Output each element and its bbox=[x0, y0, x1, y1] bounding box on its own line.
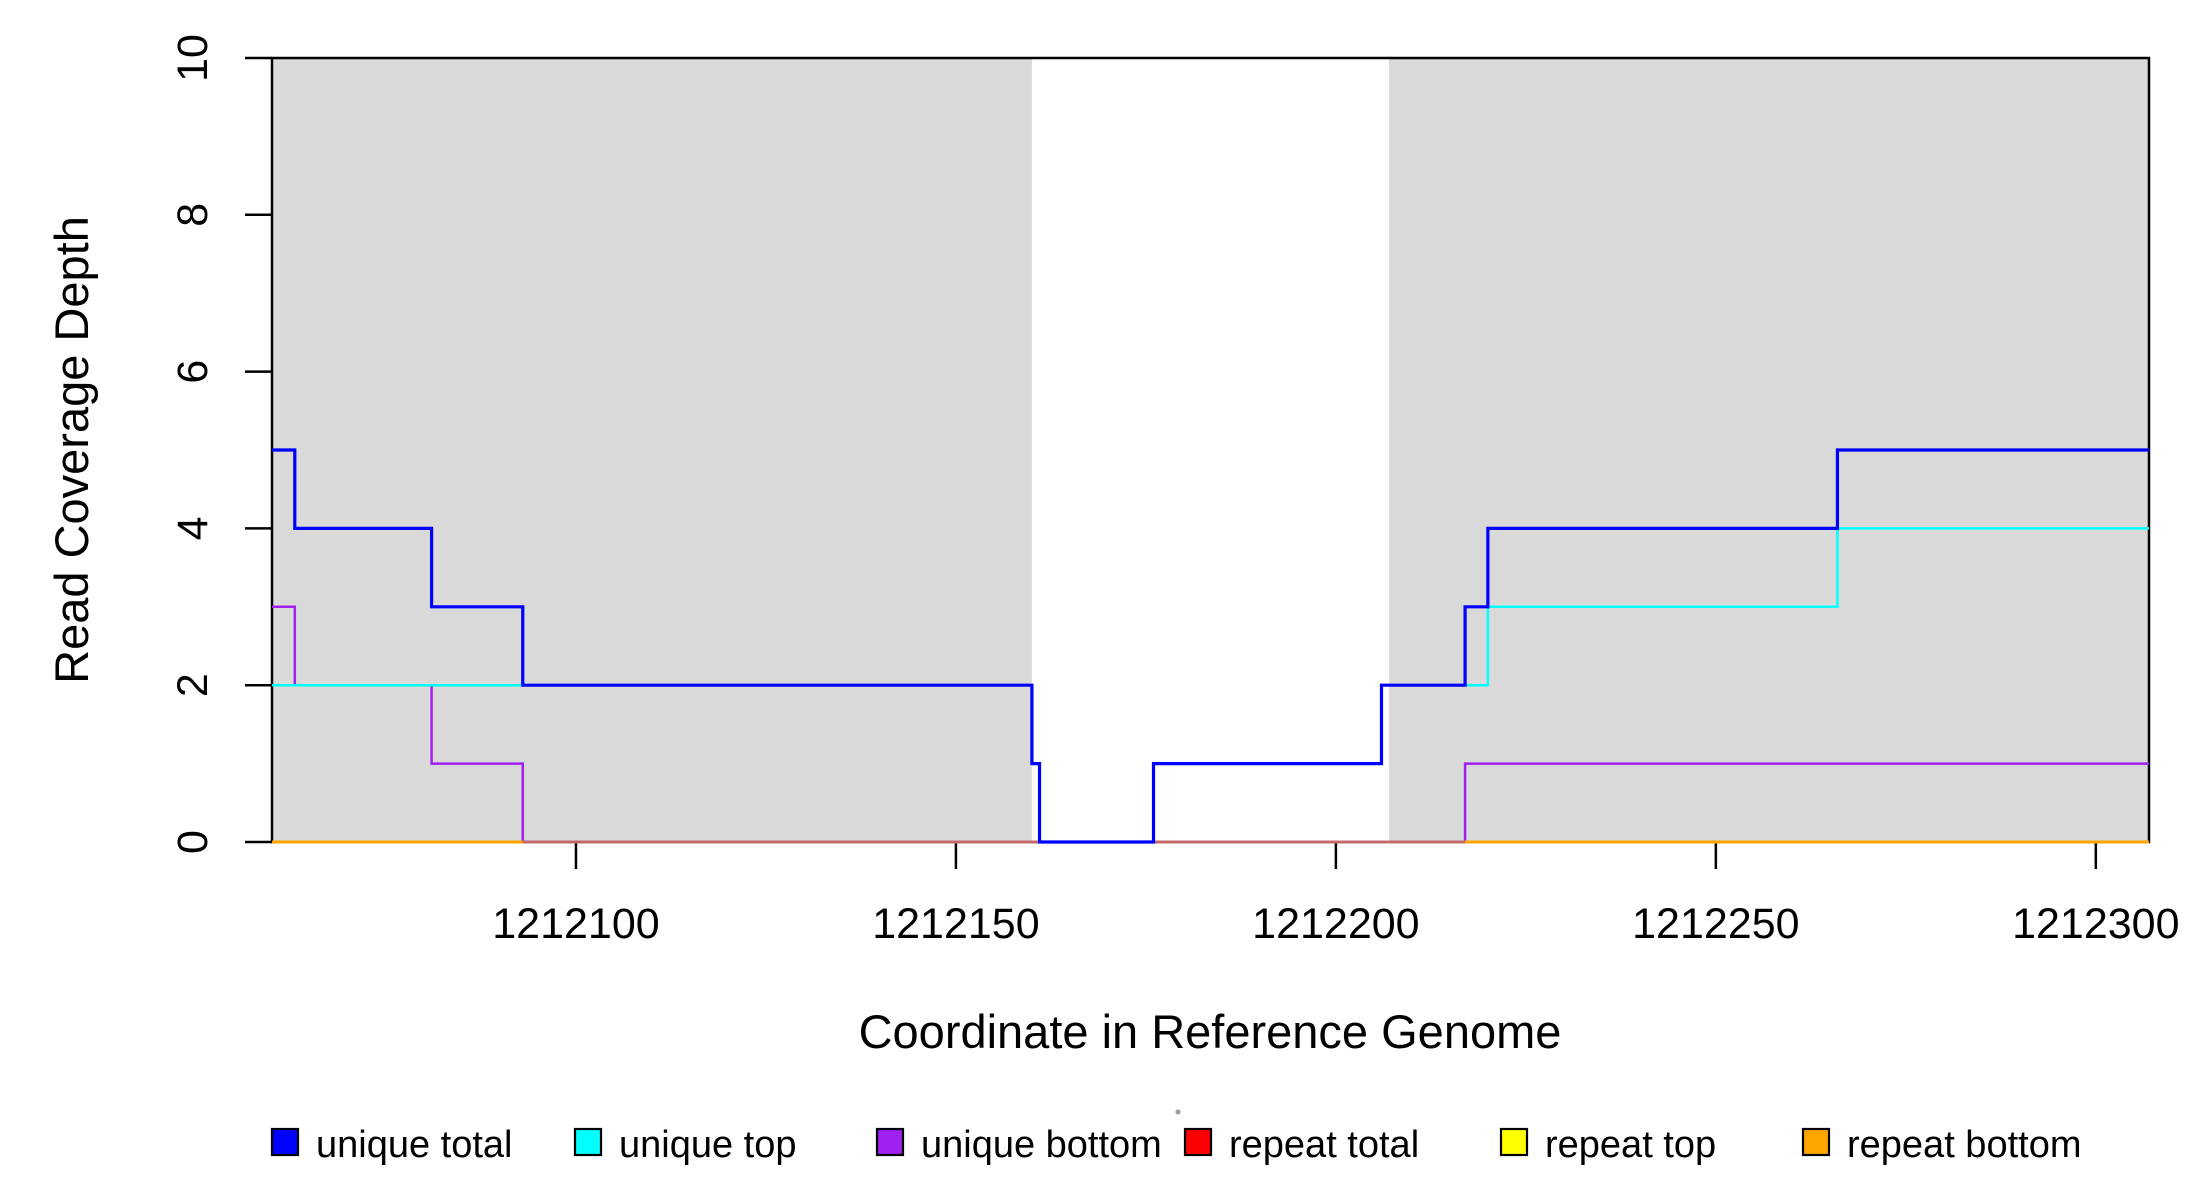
legend-swatch-repeat-top bbox=[1499, 1127, 1529, 1157]
series-line-unique-total bbox=[272, 448, 2149, 844]
x-tick-label: 1212300 bbox=[2012, 900, 2179, 948]
legend-swatch-unique-top bbox=[573, 1127, 603, 1157]
x-tick-label: 1212150 bbox=[872, 900, 1039, 948]
legend-swatch-unique-bottom bbox=[875, 1127, 905, 1157]
series-line-unique-bottom bbox=[272, 605, 2149, 844]
legend-label-repeat-total: repeat total bbox=[1229, 1124, 1419, 1166]
repeat-region-band bbox=[272, 58, 1032, 842]
x-axis-title: Coordinate in Reference Genome bbox=[859, 1005, 1562, 1058]
legend-label-unique-top: unique top bbox=[619, 1124, 797, 1166]
chart-root: 1212100 1212150 1212200 1212250 1212300 0 2 4 6 8… bbox=[169, 34, 2180, 1166]
x-tick-label: 1212250 bbox=[1632, 900, 1799, 948]
y-tick-label: 10 bbox=[169, 34, 217, 82]
legend-label-unique-bottom: unique bottom bbox=[921, 1124, 1162, 1166]
x-tick-label: 1212200 bbox=[1252, 900, 1419, 948]
x-tick-label: 1212100 bbox=[492, 900, 659, 948]
y-tick-label: 8 bbox=[169, 203, 217, 227]
stray-dot bbox=[1175, 1109, 1181, 1115]
legend-label-repeat-top: repeat top bbox=[1545, 1124, 1716, 1166]
y-tick-label: 4 bbox=[169, 516, 217, 540]
y-tick-label: 2 bbox=[169, 673, 217, 697]
legend-swatch-repeat-total bbox=[1183, 1127, 1213, 1157]
legend-swatch-unique-total bbox=[270, 1127, 300, 1157]
y-tick-label: 6 bbox=[169, 360, 217, 384]
legend-swatch-repeat-bottom bbox=[1801, 1127, 1831, 1157]
legend-label-unique-total: unique total bbox=[316, 1124, 513, 1166]
legend-label-repeat-bottom: repeat bottom bbox=[1847, 1124, 2081, 1166]
y-axis-title: Read Coverage Depth bbox=[45, 216, 98, 684]
y-tick-label: 0 bbox=[169, 830, 217, 854]
